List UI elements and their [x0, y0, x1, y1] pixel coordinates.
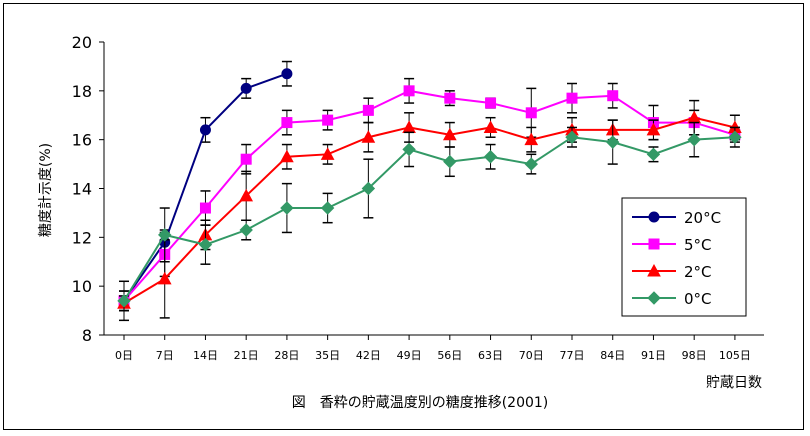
y-axis-label: 糖度計示度(%)	[38, 143, 54, 237]
legend-marker	[647, 291, 661, 305]
legend-marker	[647, 263, 661, 277]
data-point	[158, 228, 172, 242]
x-tick-label: 21日	[234, 349, 259, 362]
data-point	[565, 130, 579, 144]
data-point	[240, 82, 252, 94]
x-tick-label: 28日	[274, 349, 299, 362]
data-point	[281, 117, 293, 129]
y-tick-label: 8	[82, 326, 92, 345]
data-point	[362, 104, 374, 116]
y-tick-label: 16	[72, 131, 92, 150]
legend-marker	[648, 211, 660, 223]
chart-frame	[3, 3, 804, 430]
data-point	[483, 150, 498, 164]
data-point	[361, 181, 376, 196]
x-tick-label: 84日	[600, 349, 625, 362]
data-point	[239, 188, 254, 202]
series-line	[123, 89, 736, 302]
series-line	[123, 116, 736, 305]
y-tick-label: 14	[72, 180, 92, 199]
data-point	[524, 132, 539, 146]
data-point	[525, 107, 537, 119]
series-diamond	[117, 119, 742, 322]
data-point	[320, 147, 335, 160]
data-point	[524, 157, 538, 171]
data-point	[444, 92, 456, 104]
data-point	[281, 68, 293, 80]
series-circle	[118, 60, 293, 312]
data-point	[157, 271, 172, 285]
data-point	[117, 294, 131, 308]
data-point	[485, 97, 497, 109]
data-point	[566, 92, 578, 104]
y-tick-label: 12	[72, 228, 92, 247]
x-tick-label: 70日	[519, 349, 544, 362]
legend-marker	[648, 238, 660, 250]
axes: 8 10 12 14 16 18 20 0日 7日 14日 21日 28日 35日 42日 49日 56日 63…	[72, 33, 764, 362]
data-point	[606, 135, 620, 149]
data-point	[199, 202, 211, 214]
data-point	[607, 90, 619, 102]
data-point	[198, 237, 213, 252]
x-tick-label: 7日	[156, 349, 174, 362]
data-point	[402, 120, 416, 133]
data-point	[240, 153, 252, 165]
y-tick-label: 10	[72, 277, 92, 296]
series-line	[123, 72, 288, 302]
x-tick-label: 14日	[193, 349, 218, 362]
y-tick-label: 18	[72, 82, 92, 101]
data-point	[361, 130, 376, 143]
x-tick-label: 56日	[437, 349, 462, 362]
data-point	[280, 149, 294, 163]
data-point	[402, 142, 416, 157]
x-tick-label: 77日	[560, 349, 585, 362]
series-line	[123, 136, 735, 302]
data-point	[443, 154, 457, 169]
data-point	[280, 201, 294, 215]
x-tick-label: 91日	[641, 349, 666, 362]
data-point	[322, 114, 334, 126]
plot-area	[117, 60, 742, 322]
chart-caption: 図 香粋の貯蔵温度別の糖度推移(2001)	[292, 395, 549, 411]
data-point	[199, 124, 211, 136]
legend-label: 5°C	[684, 236, 712, 254]
x-axis-label: 貯蔵日数	[706, 375, 762, 391]
data-point	[239, 223, 253, 237]
data-point	[646, 122, 661, 136]
data-point	[728, 130, 742, 144]
x-tick-label: 0日	[115, 349, 133, 362]
x-tick-label: 63日	[478, 349, 503, 362]
data-point	[403, 85, 415, 97]
x-tick-label: 42日	[356, 349, 381, 362]
legend-label: 2°C	[684, 263, 712, 281]
data-point	[442, 127, 457, 141]
legend-label: 20°C	[684, 209, 721, 227]
x-tick-label: 98日	[682, 349, 707, 362]
legend-label: 0°C	[684, 290, 712, 308]
x-tick-label: 105日	[719, 349, 751, 362]
data-point	[320, 201, 335, 215]
data-point	[687, 132, 701, 147]
data-point	[483, 120, 498, 133]
x-tick-label: 35日	[315, 349, 340, 362]
data-point	[646, 147, 661, 162]
y-tick-label: 20	[72, 33, 92, 52]
x-tick-label: 49日	[397, 349, 422, 362]
legend: 20°C 5°C 2°C 0°C	[621, 197, 747, 317]
